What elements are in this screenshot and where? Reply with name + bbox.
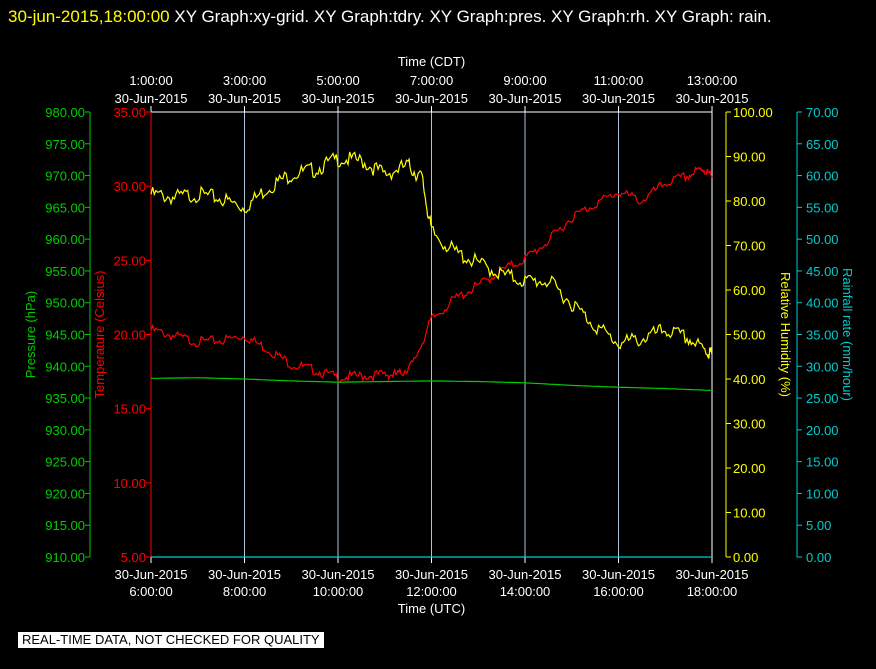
x-tick-time-label: 14:00:00	[500, 584, 551, 599]
rain-tick-label: 50.00	[806, 232, 839, 247]
x-tick-time-label: 10:00:00	[313, 584, 364, 599]
pressure-series-line	[150, 377, 713, 391]
pressure-tick-label: 930.00	[45, 423, 85, 438]
rain-tick-label: 0.00	[806, 550, 831, 565]
x-top-tick-date-label: 30-Jun-2015	[582, 91, 655, 106]
humidity-series-line	[150, 151, 713, 359]
temperature-tick-label: 35.00	[113, 105, 146, 120]
x-top-tick-time-label: 3:00:00	[223, 73, 266, 88]
x-top-tick-time-label: 7:00:00	[410, 73, 453, 88]
humidity-tick-label: 40.00	[733, 372, 766, 387]
series-layer	[150, 151, 713, 558]
x-tick-time-label: 6:00:00	[129, 584, 172, 599]
temperature-tick-label: 5.00	[121, 550, 146, 565]
temperature-tick-label: 30.00	[113, 179, 146, 194]
pressure-tick-label: 975.00	[45, 137, 85, 152]
humidity-tick-label: 20.00	[733, 461, 766, 476]
pressure-tick-label: 915.00	[45, 518, 85, 533]
pressure-tick-label: 945.00	[45, 328, 85, 343]
pressure-axis-title: Pressure (hPa)	[23, 291, 38, 378]
rain-tick-label: 15.00	[806, 455, 839, 470]
pressure-tick-label: 925.00	[45, 455, 85, 470]
rain-tick-label: 40.00	[806, 296, 839, 311]
x-top-tick-time-label: 11:00:00	[594, 73, 644, 88]
temperature-tick-label: 25.00	[113, 253, 146, 268]
pressure-tick-label: 965.00	[45, 200, 85, 215]
pressure-tick-label: 960.00	[45, 232, 85, 247]
pressure-tick-label: 935.00	[45, 391, 85, 406]
temperature-tick-label: 10.00	[113, 476, 146, 491]
x-tick-time-label: 18:00:00	[687, 584, 738, 599]
quality-notice: REAL-TIME DATA, NOT CHECKED FOR QUALITY	[18, 632, 324, 648]
x-tick-date-label: 30-Jun-2015	[582, 567, 655, 582]
pressure-tick-label: 970.00	[45, 169, 85, 184]
rain-tick-label: 5.00	[806, 518, 831, 533]
pressure-tick-label: 955.00	[45, 264, 85, 279]
humidity-tick-label: 60.00	[733, 283, 766, 298]
rain-tick-label: 60.00	[806, 169, 839, 184]
temperature-axis-title: Temperature (Celsius)	[92, 271, 107, 399]
rain-tick-label: 55.00	[806, 200, 839, 215]
rain-axis-title: Rainfall rate (mm/hour)	[840, 268, 855, 401]
pressure-tick-label: 940.00	[45, 359, 85, 374]
axes	[85, 106, 802, 563]
temperature-tick-label: 15.00	[113, 402, 146, 417]
x-top-tick-date-label: 30-Jun-2015	[395, 91, 468, 106]
rain-tick-label: 30.00	[806, 359, 839, 374]
x-tick-date-label: 30-Jun-2015	[395, 567, 468, 582]
x-tick-date-label: 30-Jun-2015	[208, 567, 281, 582]
x-top-tick-date-label: 30-Jun-2015	[115, 91, 188, 106]
pressure-tick-label: 910.00	[45, 550, 85, 565]
x-tick-date-label: 30-Jun-2015	[676, 567, 749, 582]
humidity-tick-label: 90.00	[733, 150, 766, 165]
x-top-tick-date-label: 30-Jun-2015	[302, 91, 375, 106]
temperature-series-line	[150, 166, 713, 384]
rain-tick-label: 70.00	[806, 105, 839, 120]
pressure-tick-label: 950.00	[45, 296, 85, 311]
graph-list-label: XY Graph:xy-grid. XY Graph:tdry. XY Grap…	[169, 7, 772, 26]
x-top-tick-time-label: 9:00:00	[503, 73, 546, 88]
humidity-tick-label: 30.00	[733, 417, 766, 432]
rain-tick-label: 35.00	[806, 328, 839, 343]
x-tick-time-label: 16:00:00	[593, 584, 644, 599]
window-title: 30-jun-2015,18:00:00 XY Graph:xy-grid. X…	[8, 2, 868, 31]
x-tick-date-label: 30-Jun-2015	[302, 567, 375, 582]
humidity-tick-label: 80.00	[733, 194, 766, 209]
rain-tick-label: 20.00	[806, 423, 839, 438]
tick-labels: 30-Jun-2015 6:00:00 1:00:00 30-Jun-2015 30-J…	[23, 54, 855, 616]
rain-tick-label: 25.00	[806, 391, 839, 406]
x-top-tick-date-label: 30-Jun-2015	[676, 91, 749, 106]
x-axis-title: Time (UTC)	[398, 601, 465, 616]
humidity-tick-label: 10.00	[733, 506, 766, 521]
grid-lines	[244, 112, 619, 557]
x-tick-time-label: 12:00:00	[406, 584, 457, 599]
humidity-tick-label: 50.00	[733, 328, 766, 343]
x-tick-date-label: 30-Jun-2015	[489, 567, 562, 582]
x-tick-date-label: 30-Jun-2015	[115, 567, 188, 582]
x-top-axis-title: Time (CDT)	[398, 54, 465, 69]
humidity-tick-label: 0.00	[733, 550, 758, 565]
x-top-tick-time-label: 5:00:00	[316, 73, 359, 88]
x-tick-time-label: 8:00:00	[223, 584, 266, 599]
x-top-tick-time-label: 13:00:00	[687, 73, 738, 88]
temperature-tick-label: 20.00	[113, 328, 146, 343]
rain-tick-label: 45.00	[806, 264, 839, 279]
x-top-tick-time-label: 1:00:00	[129, 73, 172, 88]
humidity-tick-label: 70.00	[733, 239, 766, 254]
humidity-tick-label: 100.00	[733, 105, 773, 120]
x-top-tick-date-label: 30-Jun-2015	[489, 91, 562, 106]
pressure-tick-label: 980.00	[45, 105, 85, 120]
timestamp-label: 30-jun-2015,18:00:00	[8, 7, 170, 26]
rain-tick-label: 10.00	[806, 486, 839, 501]
rain-tick-label: 65.00	[806, 137, 839, 152]
pressure-tick-label: 920.00	[45, 486, 85, 501]
humidity-axis-title: Relative Humidity (%)	[778, 272, 793, 397]
x-top-tick-date-label: 30-Jun-2015	[208, 91, 281, 106]
